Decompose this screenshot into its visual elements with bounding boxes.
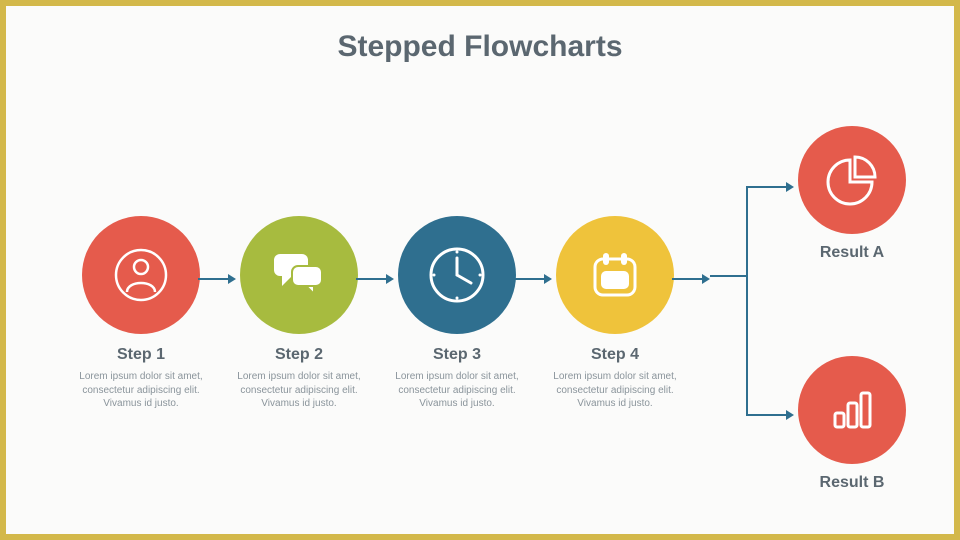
result-b-title: Result B <box>788 474 916 492</box>
flowchart-canvas: Step 1 Lorem ipsum dolor sit amet, conse… <box>6 126 954 506</box>
result-a: Result A <box>788 126 916 262</box>
result-a-circle <box>798 126 906 234</box>
pie-icon <box>825 153 879 207</box>
bars-icon <box>825 383 879 437</box>
result-b: Result B <box>788 356 916 492</box>
result-a-title: Result A <box>788 244 916 262</box>
page-title: Stepped Flowcharts <box>6 30 954 64</box>
result-b-circle <box>798 356 906 464</box>
